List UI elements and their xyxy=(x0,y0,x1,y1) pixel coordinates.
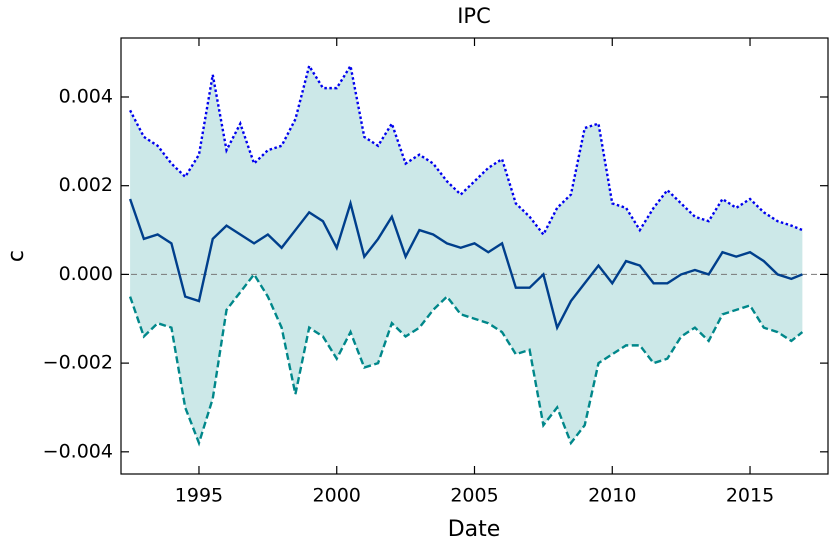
x-tick-label: 2010 xyxy=(588,485,636,507)
x-axis-label: Date xyxy=(448,517,501,542)
band xyxy=(130,65,803,443)
y-axis-label: c xyxy=(4,250,29,262)
chart-title: IPC xyxy=(457,4,491,28)
x-tick-label: 1995 xyxy=(175,485,223,507)
y-tick-label: −0.004 xyxy=(43,440,113,462)
y-tick-label: 0.000 xyxy=(59,263,113,285)
x-tick-label: 2000 xyxy=(313,485,361,507)
x-tick-label: 2015 xyxy=(726,485,774,507)
y-tick-label: 0.002 xyxy=(59,174,113,196)
series-line xyxy=(128,198,803,331)
series-line xyxy=(128,272,804,447)
y-tick-label: 0.004 xyxy=(59,85,113,107)
x-tick-label: 2005 xyxy=(450,485,498,507)
y-tick-label: −0.002 xyxy=(43,352,113,374)
